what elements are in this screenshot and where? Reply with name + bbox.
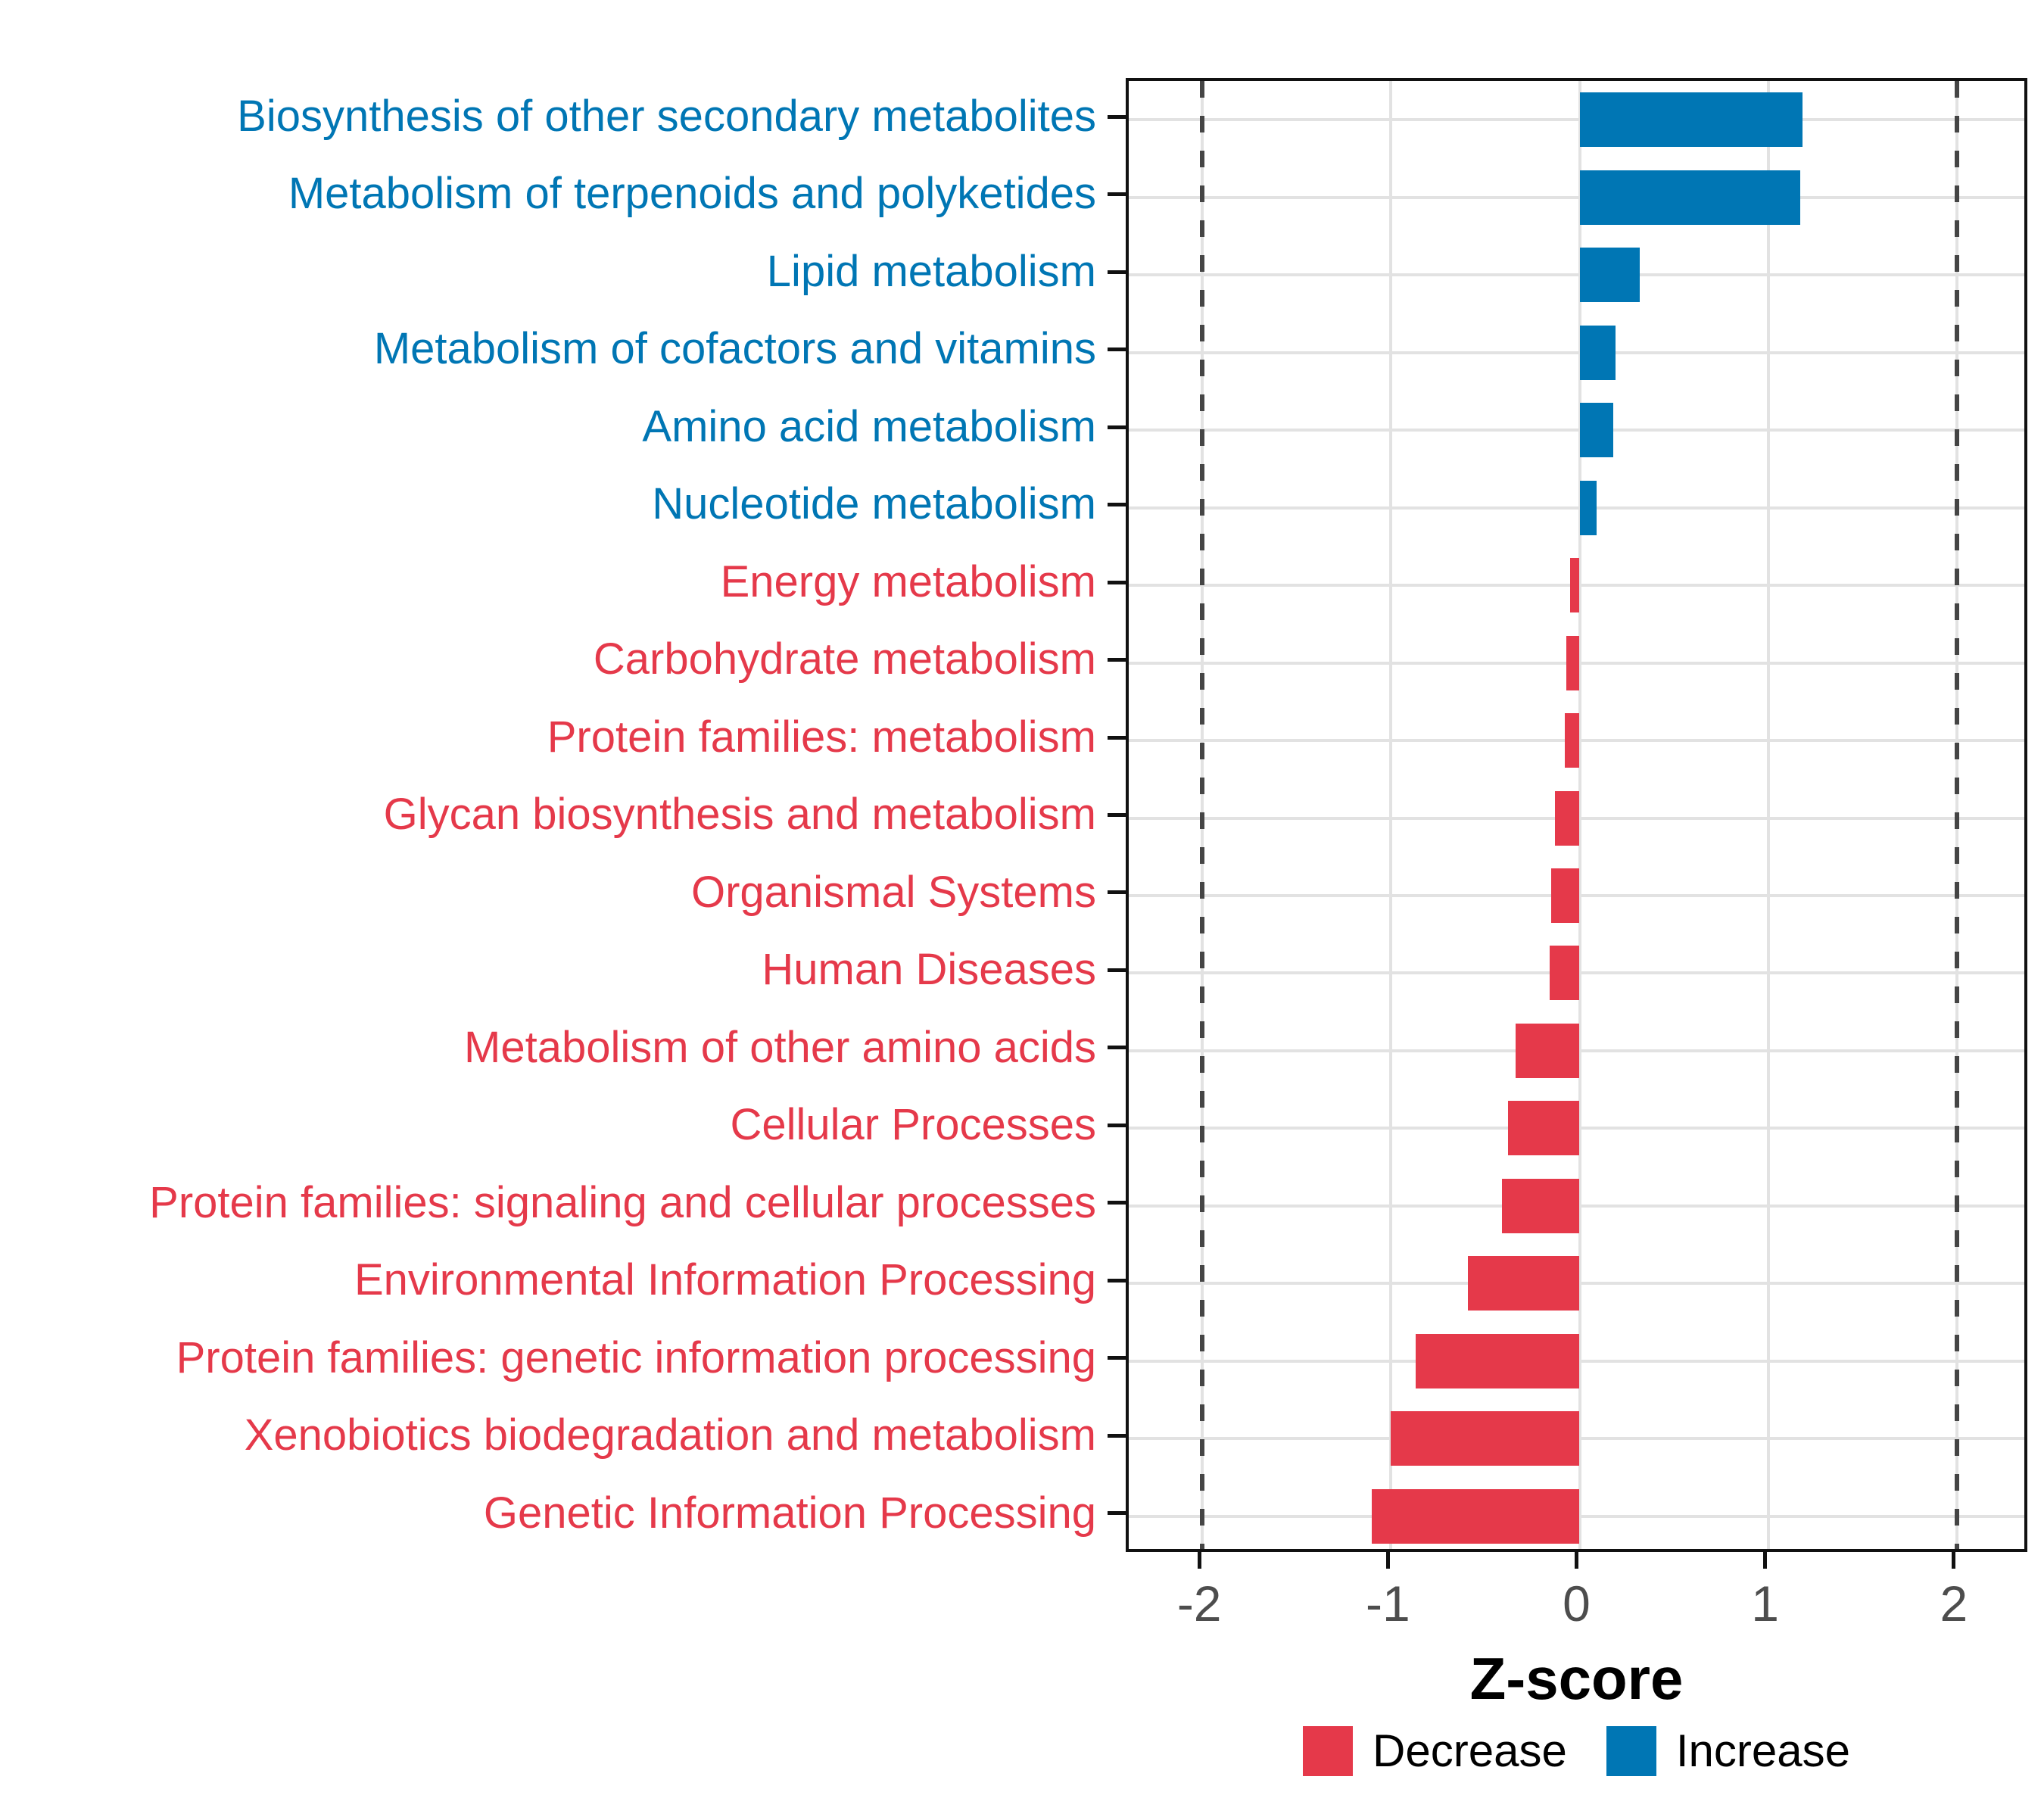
category-label: Energy metabolism <box>720 556 1096 606</box>
legend-item-decrease: Decrease <box>1303 1725 1567 1777</box>
y-tick-mark <box>1108 658 1126 662</box>
y-tick-mark <box>1108 1278 1126 1282</box>
x-tick-mark <box>1952 1552 1956 1569</box>
y-tick-mark <box>1108 580 1126 584</box>
category-label: Lipid metabolism <box>766 246 1096 296</box>
y-tick-mark <box>1108 1356 1126 1360</box>
bar <box>1515 1023 1580 1078</box>
bar <box>1566 635 1580 690</box>
category-label: Nucleotide metabolism <box>652 479 1096 529</box>
x-tick-mark <box>1197 1552 1201 1569</box>
category-label: Environmental Information Processing <box>354 1255 1096 1305</box>
category-label: Carbohydrate metabolism <box>593 634 1096 684</box>
x-tick-label: 2 <box>1940 1575 1968 1632</box>
y-tick-mark <box>1108 425 1126 429</box>
legend-label-decrease: Decrease <box>1373 1725 1567 1776</box>
bar <box>1579 248 1640 303</box>
y-tick-mark <box>1108 192 1126 197</box>
x-tick-label: 1 <box>1751 1575 1780 1632</box>
bar <box>1415 1333 1580 1388</box>
bar <box>1468 1256 1580 1311</box>
legend-item-increase: Increase <box>1606 1725 1850 1777</box>
y-tick-mark <box>1108 890 1126 895</box>
category-label: Metabolism of cofactors and vitamins <box>373 324 1096 374</box>
category-label: Protein families: genetic information pr… <box>176 1332 1096 1382</box>
dashed-reference-line <box>1954 81 1959 1549</box>
y-tick-mark <box>1108 270 1126 274</box>
bar <box>1579 403 1614 458</box>
bar <box>1579 325 1616 380</box>
category-label: Genetic Information Processing <box>483 1488 1096 1538</box>
bar <box>1551 868 1580 923</box>
horizontal-gridline <box>1129 273 2024 277</box>
bar <box>1372 1488 1580 1544</box>
x-tick-mark <box>1575 1552 1578 1569</box>
bar <box>1555 790 1580 846</box>
x-tick-label: -2 <box>1176 1575 1222 1632</box>
horizontal-gridline <box>1129 195 2024 199</box>
bar <box>1579 170 1801 225</box>
y-tick-mark <box>1108 1123 1126 1127</box>
category-label: Protein families: metabolism <box>547 712 1096 762</box>
category-label: Metabolism of other amino acids <box>464 1022 1096 1072</box>
legend: Decrease Increase <box>1126 1725 2027 1777</box>
vertical-gridline <box>1389 81 1393 1549</box>
category-label: Metabolism of terpenoids and polyketides <box>288 169 1096 219</box>
y-tick-mark <box>1108 1433 1126 1438</box>
vertical-gridline <box>1578 81 1581 1549</box>
y-tick-mark <box>1108 968 1126 972</box>
bar <box>1507 1101 1580 1156</box>
y-tick-mark <box>1108 348 1126 352</box>
plot-panel <box>1126 78 2027 1552</box>
bar <box>1564 713 1580 768</box>
x-tick-label: 0 <box>1563 1575 1591 1632</box>
horizontal-gridline <box>1129 118 2024 122</box>
horizontal-gridline <box>1129 506 2024 510</box>
increase-color-swatch <box>1606 1725 1656 1776</box>
y-tick-mark <box>1108 503 1126 507</box>
bar <box>1549 946 1580 1001</box>
y-tick-mark <box>1108 735 1126 740</box>
x-tick-mark <box>1763 1552 1768 1569</box>
vertical-gridline <box>1766 81 1770 1549</box>
horizontal-gridline <box>1129 351 2024 354</box>
category-label: Amino acid metabolism <box>642 401 1096 451</box>
dashed-reference-line <box>1200 81 1205 1549</box>
y-tick-mark <box>1108 1201 1126 1205</box>
horizontal-gridline <box>1129 429 2024 432</box>
category-label: Human Diseases <box>762 945 1096 995</box>
category-label: Biosynthesis of other secondary metaboli… <box>237 92 1096 141</box>
category-label: Protein families: signaling and cellular… <box>149 1177 1096 1227</box>
x-tick-mark <box>1385 1552 1390 1569</box>
bar <box>1502 1178 1580 1233</box>
bar <box>1579 92 1803 148</box>
category-label: Glycan biosynthesis and metabolism <box>383 790 1096 840</box>
bar <box>1570 558 1580 613</box>
bar <box>1579 480 1597 535</box>
y-tick-mark <box>1108 1511 1126 1516</box>
decrease-color-swatch <box>1303 1725 1354 1776</box>
y-tick-mark <box>1108 813 1126 817</box>
y-tick-mark <box>1108 114 1126 119</box>
y-tick-mark <box>1108 1046 1126 1050</box>
category-label: Organismal Systems <box>690 867 1096 917</box>
legend-label-increase: Increase <box>1675 1725 1850 1776</box>
x-tick-label: -1 <box>1365 1575 1410 1632</box>
category-label: Xenobiotics biodegradation and metabolis… <box>244 1410 1096 1460</box>
category-label: Cellular Processes <box>730 1100 1096 1150</box>
x-axis-title: Z-score <box>1469 1645 1684 1712</box>
bar <box>1391 1411 1580 1466</box>
